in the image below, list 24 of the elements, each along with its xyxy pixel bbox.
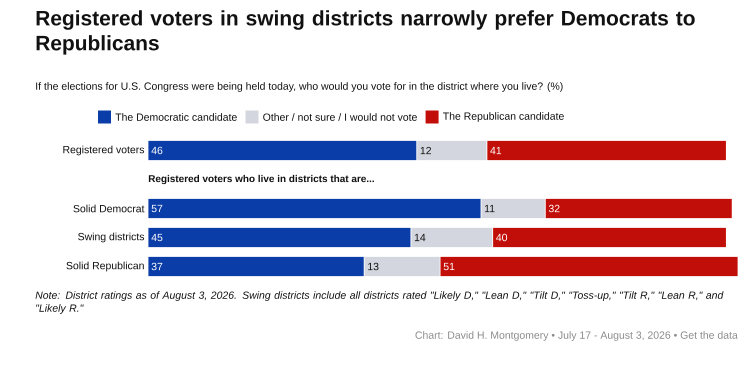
y-tick-label: Solid Democrat (73, 204, 144, 212)
y-tick-label: Solid Republican (66, 262, 144, 272)
data-label: 57 (152, 204, 162, 212)
data-label: 41 (490, 146, 502, 154)
text: Note: District ratings as of August 3, 2026. Swing districts include all districts rated "Likely D," "Lean D," "Tilt D," "Toss-up," "Tilt R," "Lean R," and "Likely R." (36, 291, 724, 314)
data-label: 12 (420, 146, 432, 154)
legend-label: The Republican candidate (443, 112, 564, 122)
data-label: 32 (548, 204, 560, 212)
data-label: 51 (444, 262, 454, 270)
text: Chart: David H. Montgomery • July 17 - August 3, 2026 • Get the data (415, 331, 738, 341)
y-tick-label: Swing districts (78, 232, 144, 242)
data-label: 11 (484, 204, 495, 212)
data-label: 13 (368, 262, 379, 270)
data-label: 45 (151, 234, 162, 242)
legend-label: The Democratic candidate (115, 113, 237, 121)
data-label: 46 (151, 146, 162, 154)
data-label: 14 (414, 234, 426, 242)
chart-title: Registered voters in swing districts narrowly prefer Democrats to Republicans (36, 10, 695, 55)
y-tick-label: Registered voters (63, 146, 144, 156)
legend-label: Other / not sure / I would not vote (263, 113, 417, 121)
data-label: 40 (496, 234, 508, 242)
data-label: 37 (152, 262, 162, 270)
chart-subtitle: If the elections for U.S. Congress were being held today, who would you vote for in the district where you live? (%) (36, 82, 563, 92)
annotation: Registered voters who live in districts that are... (148, 174, 374, 184)
